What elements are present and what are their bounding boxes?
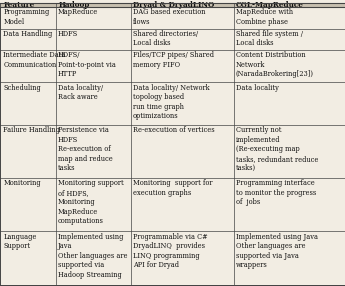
- Text: Data Handling: Data Handling: [3, 30, 53, 38]
- Text: Language
Support: Language Support: [3, 233, 37, 250]
- Text: Persistence via
HDFS
Re-execution of
map and reduce
tasks: Persistence via HDFS Re-execution of map…: [58, 126, 113, 172]
- Text: Shared file system /
Local disks: Shared file system / Local disks: [236, 30, 303, 47]
- Text: CGL-MapReduce: CGL-MapReduce: [236, 1, 304, 9]
- Text: Programmable via C#
DryadLINQ  provides
LINQ programming
API for Dryad: Programmable via C# DryadLINQ provides L…: [133, 233, 207, 269]
- Text: HDFS/
Point-to-point via
HTTP: HDFS/ Point-to-point via HTTP: [58, 51, 116, 78]
- Text: Implemented using Java
Other languages are
supported via Java
wrappers: Implemented using Java Other languages a…: [236, 233, 318, 269]
- Text: Re-execution of vertices: Re-execution of vertices: [133, 126, 215, 134]
- Text: MapReduce: MapReduce: [58, 8, 98, 16]
- Text: Intermediate Data
Communication: Intermediate Data Communication: [3, 51, 66, 69]
- Text: HDFS: HDFS: [58, 30, 78, 38]
- Text: DAG based execution
flows: DAG based execution flows: [133, 8, 205, 26]
- Text: Implemented using
Java
Other languages are
supported via
Hadoop Streaming: Implemented using Java Other languages a…: [58, 233, 127, 279]
- Text: Shared directories/
Local disks: Shared directories/ Local disks: [133, 30, 198, 47]
- Text: Monitoring  support for
execution graphs: Monitoring support for execution graphs: [133, 179, 212, 197]
- Text: Programming
Model: Programming Model: [3, 8, 50, 26]
- Text: Feature: Feature: [4, 1, 35, 9]
- Text: Content Distribution
Network
(NaradaBrokering[23]): Content Distribution Network (NaradaBrok…: [236, 51, 314, 78]
- Bar: [0, 3, 345, 7]
- Text: Data locality/ Network
topology based
run time graph
optimizations: Data locality/ Network topology based ru…: [133, 84, 209, 120]
- Text: Failure Handling: Failure Handling: [3, 126, 60, 134]
- Text: Data locality: Data locality: [236, 84, 278, 92]
- Text: Monitoring: Monitoring: [3, 179, 41, 187]
- Text: Hadoop: Hadoop: [58, 1, 90, 9]
- Text: Data locality/
Rack aware: Data locality/ Rack aware: [58, 84, 103, 101]
- Text: Monitoring support
of HDFS,
Monitoring
MapReduce
computations: Monitoring support of HDFS, Monitoring M…: [58, 179, 124, 225]
- Text: Currently not
implemented
(Re-executing map
tasks, redundant reduce
tasks): Currently not implemented (Re-executing …: [236, 126, 318, 172]
- Text: Programming interface
to monitor the progress
of  jobs: Programming interface to monitor the pro…: [236, 179, 316, 206]
- Text: Files/TCP pipes/ Shared
memory FIFO: Files/TCP pipes/ Shared memory FIFO: [133, 51, 214, 69]
- Text: MapReduce with
Combine phase: MapReduce with Combine phase: [236, 8, 293, 26]
- Text: Dryad & DryadLINQ: Dryad & DryadLINQ: [133, 1, 215, 9]
- Text: Scheduling: Scheduling: [3, 84, 41, 92]
